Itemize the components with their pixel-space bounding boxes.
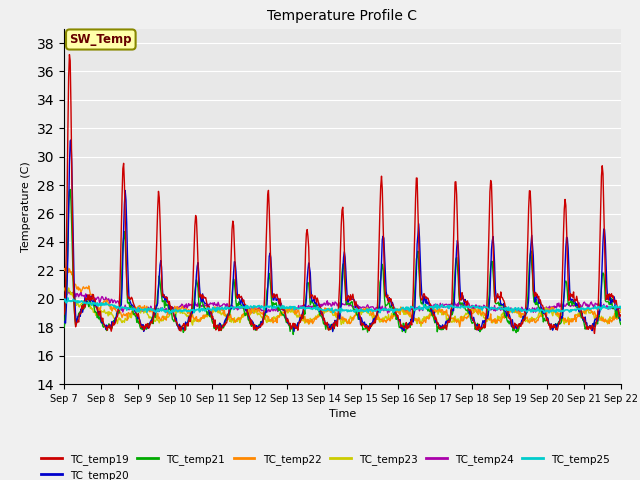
TC_temp20 [67,137,75,143]
TC_temp24 [60,288,68,294]
TC_temp23 [214,310,222,316]
TC_temp21 [67,187,74,192]
TC_temp25 [166,311,173,316]
TC_temp23 [60,285,68,291]
TC_temp19 [591,331,598,336]
TC_temp24 [617,304,625,310]
TC_temp25 [64,295,72,301]
TC_temp21 [617,322,625,327]
Y-axis label: Temperature (C): Temperature (C) [21,161,31,252]
TC_temp19 [214,324,222,330]
TC_temp24 [428,302,435,308]
TC_temp22 [71,281,79,287]
TC_temp22 [63,264,71,270]
TC_temp21 [214,322,222,328]
TC_temp21 [428,312,436,318]
TC_temp19 [428,306,435,312]
TC_temp22 [617,310,625,315]
Line: TC_temp22: TC_temp22 [64,267,621,327]
TC_temp24 [70,291,78,297]
X-axis label: Time: Time [329,409,356,419]
Line: TC_temp21: TC_temp21 [64,190,621,335]
TC_temp20 [428,307,436,313]
TC_temp19 [128,295,136,301]
TC_temp22 [428,309,435,315]
TC_temp22 [411,315,419,321]
TC_temp19 [71,315,79,321]
TC_temp21 [185,317,193,323]
TC_temp20 [214,324,222,330]
TC_temp20 [71,298,79,304]
TC_temp25 [186,308,193,314]
TC_temp25 [428,305,436,311]
TC_temp23 [128,310,136,315]
Line: TC_temp19: TC_temp19 [64,55,621,334]
TC_temp19 [60,312,68,317]
TC_temp23 [71,294,79,300]
TC_temp24 [127,304,135,310]
TC_temp25 [215,305,223,311]
TC_temp24 [214,303,221,309]
TC_temp23 [65,285,72,291]
TC_temp21 [412,274,419,279]
TC_temp19 [65,52,73,58]
TC_temp20 [128,302,136,308]
Text: SW_Temp: SW_Temp [70,33,132,46]
TC_temp23 [617,307,625,312]
Line: TC_temp23: TC_temp23 [64,288,621,326]
TC_temp25 [71,299,79,304]
TC_temp21 [128,306,136,312]
TC_temp19 [185,319,193,324]
TC_temp23 [428,311,436,317]
TC_temp21 [71,314,79,320]
TC_temp23 [411,317,419,323]
TC_temp22 [456,324,463,330]
TC_temp22 [128,309,136,314]
TC_temp25 [128,306,136,312]
TC_temp24 [384,310,392,316]
TC_temp20 [60,320,68,325]
TC_temp24 [184,303,192,309]
TC_temp25 [60,298,68,303]
Line: TC_temp20: TC_temp20 [64,140,621,332]
TC_temp22 [214,305,222,311]
TC_temp20 [412,287,419,292]
TC_temp22 [185,307,193,312]
Line: TC_temp24: TC_temp24 [64,291,621,313]
TC_temp20 [185,314,193,320]
TC_temp19 [411,226,419,232]
TC_temp21 [289,332,297,337]
TC_temp19 [617,312,625,318]
TC_temp23 [185,312,193,318]
TC_temp25 [617,305,625,311]
TC_temp24 [411,306,419,312]
TC_temp23 [417,324,425,329]
TC_temp21 [60,325,68,331]
TC_temp22 [60,266,68,272]
TC_temp25 [412,306,419,312]
TC_temp20 [329,329,337,335]
Title: Temperature Profile C: Temperature Profile C [268,10,417,24]
Legend: TC_temp19, TC_temp20, TC_temp21, TC_temp22, TC_temp23, TC_temp24, TC_temp25: TC_temp19, TC_temp20, TC_temp21, TC_temp… [37,450,614,480]
TC_temp20 [617,317,625,323]
Line: TC_temp25: TC_temp25 [64,298,621,313]
